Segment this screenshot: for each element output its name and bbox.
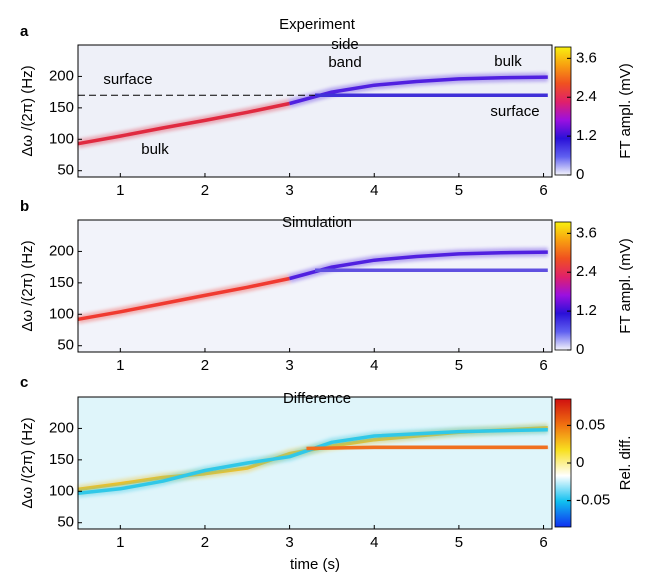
panel-title: Experiment [279,16,356,33]
panel-title: Difference [283,390,351,407]
colorbar-label: FT ampl. (mV) [617,238,634,334]
y-tick-label: 150 [49,274,74,291]
colorbar-tick-label: 2.4 [576,88,597,105]
panel-title: Simulation [282,214,352,231]
y-tick-label: 200 [49,419,74,436]
y-tick-label: 100 [49,305,74,322]
colorbar-tick-label: -0.05 [576,492,610,509]
x-tick-label: 4 [370,357,378,374]
colorbar-label: Rel. diff. [617,436,634,491]
colorbar-tick-label: 0 [576,341,584,358]
ridge [306,445,548,451]
colorbar-tick-label: 3.6 [576,224,597,241]
colorbar-tick-label: 0 [576,454,584,471]
colorbar-tick-label: 1.2 [576,127,597,144]
x-tick-label: 3 [285,357,293,374]
colorbar-tick-label: 2.4 [576,263,597,280]
plot-frame [77,396,553,530]
colorbar [554,46,572,176]
annotation: surface [103,71,152,88]
x-tick-label: 3 [285,534,293,551]
y-tick-label: 50 [57,337,74,354]
plot-frame [77,44,553,178]
plot-background [78,45,552,177]
colorbar-label: FT ampl. (mV) [617,63,634,159]
x-tick-label: 4 [370,182,378,199]
x-tick-label: 6 [539,357,547,374]
x-tick-label: 5 [455,534,463,551]
plot-background [78,397,552,529]
annotation: surface [490,103,539,120]
y-tick-label: 50 [57,162,74,179]
panel-letter: b [20,198,29,215]
x-tick-label: 6 [539,534,547,551]
x-axis-label: time (s) [290,556,340,573]
plot-background [78,220,552,352]
ridge [77,276,290,322]
annotation: bulk [141,141,169,158]
plot-frame [77,219,553,353]
y-tick-label: 100 [49,130,74,147]
x-tick-label: 1 [116,182,124,199]
y-axis-label: Δω /(2π) (Hz) [19,417,36,508]
y-tick-label: 50 [57,514,74,531]
x-tick-label: 2 [201,357,209,374]
y-axis-label: Δω /(2π) (Hz) [19,240,36,331]
ridge [77,101,290,146]
ridge [77,427,548,495]
x-tick-label: 1 [116,534,124,551]
x-tick-label: 5 [455,357,463,374]
x-tick-label: 5 [455,182,463,199]
annotation: side [331,36,359,53]
y-tick-label: 150 [49,99,74,116]
colorbar-tick-label: 0 [576,166,584,183]
annotation: bulk [494,53,522,70]
colorbar-tick-label: 1.2 [576,302,597,319]
panel-letter: c [20,374,28,391]
x-tick-label: 3 [285,182,293,199]
x-tick-label: 6 [539,182,547,199]
y-tick-label: 100 [49,482,74,499]
x-tick-label: 2 [201,182,209,199]
x-tick-label: 1 [116,357,124,374]
x-tick-label: 2 [201,534,209,551]
annotation: band [328,54,361,71]
colorbar-tick-label: 0.05 [576,416,605,433]
colorbar [554,221,572,351]
y-tick-label: 200 [49,67,74,84]
y-tick-label: 150 [49,451,74,468]
colorbar-tick-label: 3.6 [576,49,597,66]
y-tick-label: 200 [49,242,74,259]
y-axis-label: Δω /(2π) (Hz) [19,65,36,156]
x-tick-label: 4 [370,534,378,551]
panel-letter: a [20,23,29,40]
